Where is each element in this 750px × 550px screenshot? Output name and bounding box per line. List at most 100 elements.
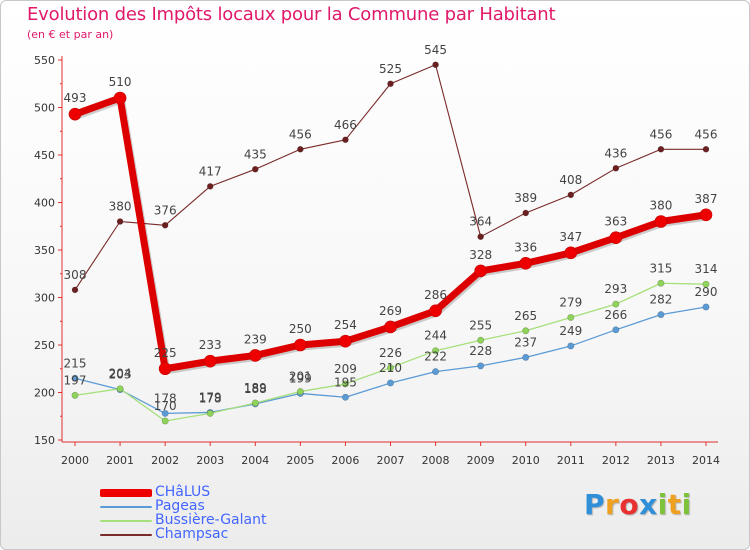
series-point-2 <box>657 279 665 287</box>
series-point-3 <box>206 183 214 190</box>
data-label-3: 380 <box>109 200 132 214</box>
series-point-2 <box>251 399 259 407</box>
series-point-3 <box>432 61 439 69</box>
data-label-0: 510 <box>109 75 132 89</box>
data-label-2: 314 <box>695 262 718 276</box>
x-tick-label: 2012 <box>602 454 630 467</box>
series-point-0 <box>113 91 127 105</box>
data-label-2: 204 <box>109 367 132 381</box>
data-label-3: 308 <box>64 268 87 282</box>
x-tick-label: 2004 <box>241 454 269 467</box>
series-point-3 <box>612 165 620 172</box>
x-tick-label: 2009 <box>467 454 495 467</box>
legend-swatch <box>100 520 152 522</box>
x-tick-label: 2013 <box>647 454 675 467</box>
x-tick-label: 2010 <box>512 454 540 467</box>
series-point-0 <box>609 231 623 244</box>
data-label-0: 286 <box>424 288 447 302</box>
x-tick-label: 2014 <box>692 454 720 467</box>
data-label-0: 328 <box>469 248 492 262</box>
data-label-1: 210 <box>379 361 402 375</box>
data-label-0: 493 <box>64 91 87 105</box>
data-label-0: 225 <box>154 346 177 360</box>
series-point-0 <box>203 354 217 368</box>
data-label-2: 201 <box>289 370 312 384</box>
data-label-0: 250 <box>289 322 312 336</box>
series-point-1 <box>522 353 530 361</box>
data-label-0: 336 <box>514 240 537 254</box>
legend-swatch <box>100 506 152 508</box>
data-label-0: 233 <box>199 338 222 352</box>
series-point-0 <box>654 215 668 228</box>
data-label-3: 456 <box>289 127 312 141</box>
y-tick-label: 450 <box>34 149 55 162</box>
series-point-0 <box>474 264 487 278</box>
series-point-2 <box>386 364 394 372</box>
y-tick-label: 200 <box>34 387 55 400</box>
proxiti-logo: Proxiti <box>584 488 692 521</box>
series-point-2 <box>432 347 440 355</box>
data-label-3: 466 <box>334 118 357 132</box>
series-point-3 <box>251 165 259 173</box>
series-point-2 <box>71 391 79 399</box>
series-point-0 <box>429 304 442 318</box>
data-label-3: 364 <box>469 215 492 229</box>
data-label-1: 178 <box>154 391 177 405</box>
series-point-0 <box>699 208 713 222</box>
data-label-2: 197 <box>64 373 87 387</box>
data-label-1: 203 <box>109 368 132 382</box>
series-point-0 <box>294 338 307 352</box>
data-label-0: 363 <box>604 215 627 229</box>
series-point-3 <box>71 286 79 294</box>
data-label-1: 179 <box>199 390 222 404</box>
data-label-0: 269 <box>379 304 402 318</box>
series-point-0 <box>384 320 397 334</box>
legend-label: CHâLUS <box>155 484 211 500</box>
y-tick-label: 400 <box>34 197 55 210</box>
data-label-2: 315 <box>649 261 672 275</box>
series-point-2 <box>477 336 485 344</box>
data-label-2: 279 <box>559 295 582 309</box>
data-label-1: 266 <box>604 308 627 322</box>
data-label-1: 249 <box>559 324 582 338</box>
series-point-2 <box>116 385 124 393</box>
series-point-3 <box>702 146 710 153</box>
y-tick-label: 550 <box>34 54 55 67</box>
logo-letter: t <box>667 488 682 521</box>
data-label-0: 254 <box>334 318 357 332</box>
data-label-2: 293 <box>604 282 627 296</box>
data-label-0: 387 <box>695 192 718 206</box>
series-point-3 <box>342 136 349 144</box>
x-tick-label: 2005 <box>286 454 314 467</box>
data-label-2: 226 <box>379 346 402 360</box>
logo-letter: r <box>605 488 620 521</box>
logo-letter: i <box>657 488 668 521</box>
data-label-1: 188 <box>244 382 267 396</box>
data-label-2: 244 <box>424 329 447 343</box>
legend-swatch <box>100 534 152 536</box>
series-point-0 <box>158 362 172 376</box>
data-label-1: 237 <box>514 335 537 349</box>
y-tick-label: 500 <box>34 102 55 115</box>
series-point-2 <box>206 409 214 417</box>
data-label-3: 456 <box>649 127 672 141</box>
logo-letter: i <box>681 488 692 521</box>
series-point-2 <box>296 388 304 396</box>
series-point-1 <box>341 393 349 401</box>
data-label-2: 170 <box>154 399 177 413</box>
x-tick-label: 2001 <box>106 454 134 467</box>
series-point-3 <box>567 191 575 199</box>
legend-swatch <box>100 489 152 497</box>
x-tick-label: 2000 <box>61 454 89 467</box>
series-point-3 <box>387 80 394 88</box>
x-tick-label: 2007 <box>377 454 405 467</box>
y-tick-label: 350 <box>34 244 55 257</box>
series-point-0 <box>339 334 352 348</box>
data-label-0: 380 <box>649 199 672 213</box>
data-label-1: 228 <box>469 344 492 358</box>
series-point-1 <box>161 409 169 417</box>
data-label-2: 209 <box>334 362 357 376</box>
data-label-2: 255 <box>469 318 492 332</box>
data-label-3: 545 <box>424 43 447 57</box>
